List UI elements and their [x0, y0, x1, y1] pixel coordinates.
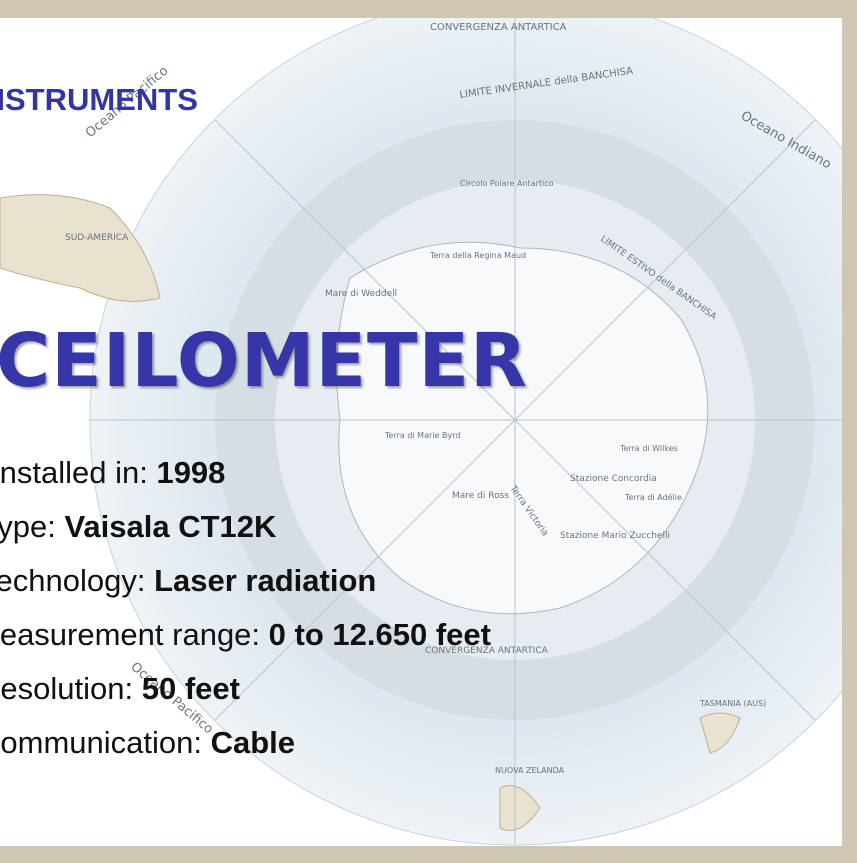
map-label: Mare di Ross [452, 491, 509, 501]
map-label: NUOVA ZELANDA [495, 766, 565, 775]
spec-value: Vaisala CT12K [64, 509, 277, 544]
spec-label: Installed in: [0, 455, 148, 490]
spec-row: Type: Vaisala CT12K [0, 509, 276, 545]
spec-value: 0 to 12.650 feet [268, 617, 491, 652]
south-america [0, 194, 161, 302]
map-label: Terra di Marie Byrd [384, 431, 460, 440]
map-label: CONVERGENZA ANTARTICA [425, 646, 549, 656]
spec-value: 50 feet [141, 671, 240, 706]
map-label: Mare di Weddell [325, 289, 397, 299]
new-zealand [499, 785, 541, 831]
spec-row: Measurement range: 0 to 12.650 feet [0, 617, 491, 653]
spec-label: Type: [0, 509, 56, 544]
spec-label: Measurement range: [0, 617, 261, 652]
map-label: Terra di Adélie [624, 492, 682, 502]
map-label: Stazione Concordia [570, 474, 657, 484]
map-label: Terra della Regina Maud [429, 251, 526, 260]
spec-label: Technology: [0, 563, 146, 598]
spec-label: Resolution: [0, 671, 134, 706]
map-label: Terra di Wilkes [619, 444, 678, 453]
spec-row: Technology: Laser radiation [0, 563, 376, 599]
map-label: Stazione Mario Zucchelli [560, 531, 670, 541]
spec-row: Resolution: 50 feet [0, 671, 240, 707]
spec-value: 1998 [156, 455, 226, 490]
map-label: TASMANIA (AUS) [699, 699, 766, 708]
map-label: Circolo Polare Antartico [460, 179, 554, 188]
spec-value: Cable [210, 725, 296, 760]
map-label: CONVERGENZA ANTARTICA [430, 22, 567, 33]
map-label: SUD-AMERICA [65, 233, 129, 243]
meridians [90, 18, 842, 845]
spec-value: Laser radiation [154, 563, 377, 598]
spec-row: Installed in: 1998 [0, 455, 225, 491]
spec-row: Communication: Cable [0, 725, 295, 761]
slide: CONVERGENZA ANTARTICA LIMITE INVERNALE de… [0, 18, 842, 846]
slide-title: CEILOMETER [0, 318, 529, 404]
tasmania [699, 712, 741, 754]
header-title: INSTRUMENTS [0, 82, 198, 117]
spec-label: Communication: [0, 725, 202, 760]
